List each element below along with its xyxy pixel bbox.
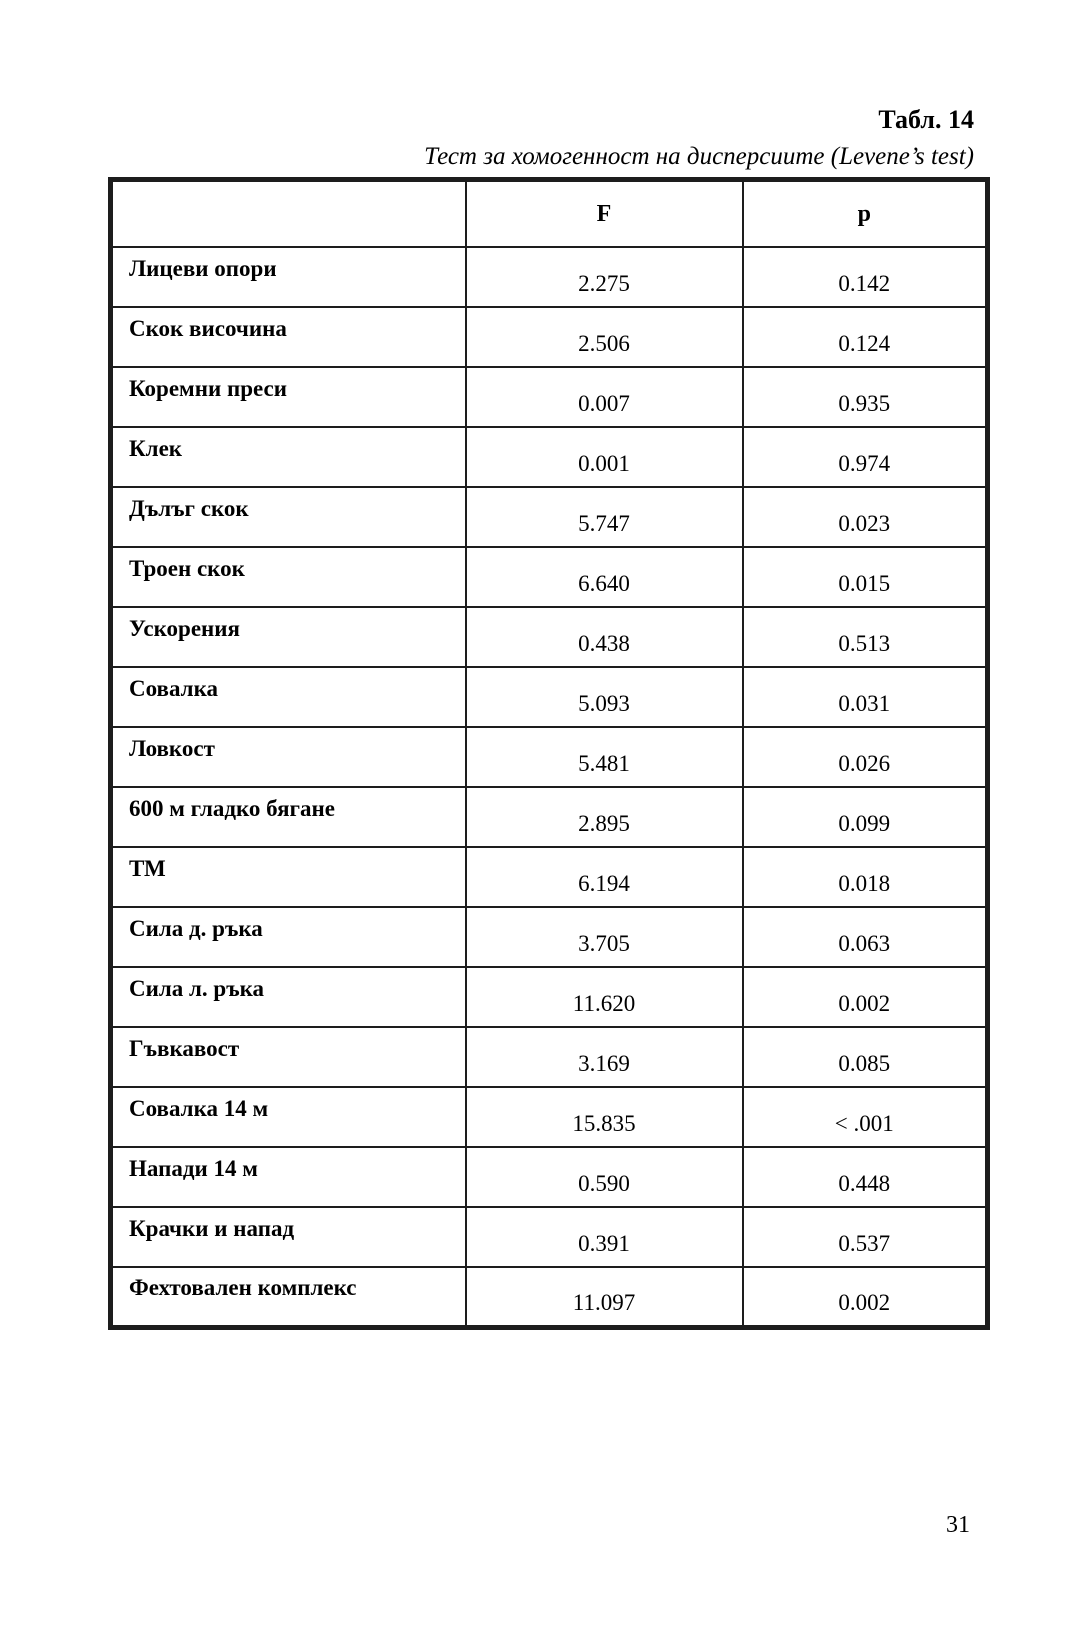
p-value: 0.023 [741,486,989,549]
table-caption: Тест за хомогенност на дисперсиите (Leve… [424,142,974,170]
row-label: Сила л. ръка [109,966,467,1029]
f-value: 5.481 [464,726,744,789]
p-value: 0.513 [741,606,989,669]
p-value: 0.085 [741,1026,989,1089]
header-f: F [464,178,744,249]
p-value: 0.015 [741,546,989,609]
table-row: Совалка 14 м 15.835 < .001 [109,1086,989,1149]
p-value: 0.018 [741,846,989,909]
row-label: Совалка 14 м [109,1086,467,1149]
f-value: 11.097 [464,1266,744,1329]
table-row: Сила д. ръка 3.705 0.063 [109,906,989,969]
table-row: Гъвкавост 3.169 0.085 [109,1026,989,1089]
f-value: 0.391 [464,1206,744,1269]
row-label: Троен скок [109,546,467,609]
f-value: 0.438 [464,606,744,669]
table-row: Лицеви опори 2.275 0.142 [109,246,989,309]
f-value: 3.169 [464,1026,744,1089]
table-row: Скок височина 2.506 0.124 [109,306,989,369]
p-value: 0.031 [741,666,989,729]
row-label: Напади 14 м [109,1146,467,1209]
table-row: Коремни преси 0.007 0.935 [109,366,989,429]
f-value: 2.275 [464,246,744,309]
table-row: Дълъг скок 5.747 0.023 [109,486,989,549]
p-value: 0.124 [741,306,989,369]
table-row: 600 м гладко бягане 2.895 0.099 [109,786,989,849]
table-label: Табл. 14 [878,105,974,134]
p-value: 0.537 [741,1206,989,1269]
f-value: 6.640 [464,546,744,609]
row-label: Дълъг скок [109,486,467,549]
p-value: 0.935 [741,366,989,429]
table-row: ТМ 6.194 0.018 [109,846,989,909]
row-label: ТМ [109,846,467,909]
table-row: Фехтовален комплекс 11.097 0.002 [109,1266,989,1329]
p-value: 0.002 [741,1266,989,1329]
p-value: 0.099 [741,786,989,849]
row-label: Гъвкавост [109,1026,467,1089]
p-value: 0.002 [741,966,989,1029]
table-row: Клек 0.001 0.974 [109,426,989,489]
p-value: 0.026 [741,726,989,789]
page-number: 31 [946,1512,970,1538]
f-value: 3.705 [464,906,744,969]
f-value: 0.590 [464,1146,744,1209]
f-value: 2.895 [464,786,744,849]
f-value: 0.007 [464,366,744,429]
row-label: Коремни преси [109,366,467,429]
header-empty-cell [109,178,467,249]
f-value: 2.506 [464,306,744,369]
table-row: Ускорения 0.438 0.513 [109,606,989,669]
f-value: 5.093 [464,666,744,729]
p-value: 0.063 [741,906,989,969]
p-value: < .001 [741,1086,989,1149]
table-row: Троен скок 6.640 0.015 [109,546,989,609]
header-row: F p [109,178,989,249]
p-value: 0.448 [741,1146,989,1209]
table-row: Совалка 5.093 0.031 [109,666,989,729]
table-row: Ловкост 5.481 0.026 [109,726,989,789]
row-label: Сила д. ръка [109,906,467,969]
table-row: Крачки и напад 0.391 0.537 [109,1206,989,1269]
f-value: 5.747 [464,486,744,549]
table-row: Напади 14 м 0.590 0.448 [109,1146,989,1209]
row-label: Фехтовален комплекс [109,1266,467,1329]
f-value: 15.835 [464,1086,744,1149]
f-value: 11.620 [464,966,744,1029]
row-label: Скок височина [109,306,467,369]
header-p: p [741,178,989,249]
f-value: 6.194 [464,846,744,909]
row-label: Ускорения [109,606,467,669]
p-value: 0.142 [741,246,989,309]
levene-test-table: F p Лицеви опори 2.275 0.142 Скок височина 2… [108,177,990,1330]
table-row: Сила л. ръка 11.620 0.002 [109,966,989,1029]
row-label: Лицеви опори [109,246,467,309]
p-value: 0.974 [741,426,989,489]
f-value: 0.001 [464,426,744,489]
row-label: Клек [109,426,467,489]
row-label: Ловкост [109,726,467,789]
row-label: Крачки и напад [109,1206,467,1269]
row-label: 600 м гладко бягане [109,786,467,849]
row-label: Совалка [109,666,467,729]
